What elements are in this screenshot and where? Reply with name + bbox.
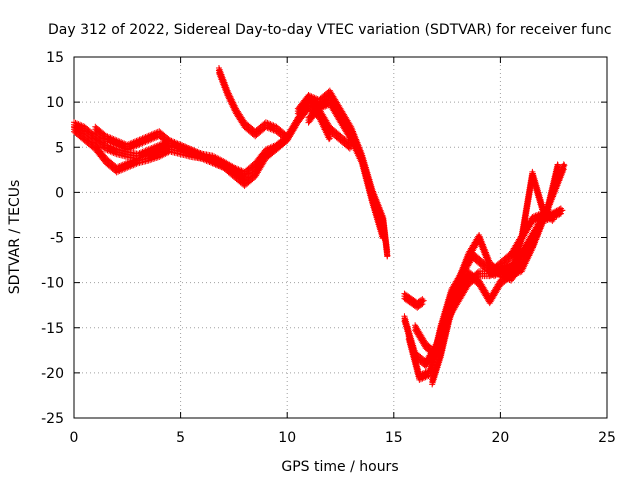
x-tick-label: 20 (491, 430, 509, 446)
y-tick-label: 0 (55, 185, 64, 201)
y-tick-label: -5 (50, 231, 64, 247)
x-tick-label: 25 (598, 430, 616, 446)
y-tick-label: 15 (46, 50, 64, 66)
y-axis-label: SDTVAR / TECUs (7, 180, 23, 295)
series-track-7 (401, 290, 427, 311)
series-track-11 (429, 168, 557, 388)
data-point (282, 136, 289, 143)
series-track-10 (412, 161, 568, 361)
x-tick-label: 5 (176, 430, 185, 446)
y-tick-label: -15 (41, 321, 64, 337)
data-point (326, 135, 333, 142)
y-tick-label: -25 (41, 411, 64, 427)
grid (74, 57, 607, 418)
y-tick-label: 10 (46, 95, 64, 111)
series-track-3 (92, 92, 355, 180)
chart-title: Day 312 of 2022, Sidereal Day-to-day VTE… (48, 22, 612, 38)
data-point (346, 145, 353, 152)
x-tick-label: 10 (278, 430, 296, 446)
tick-marks (73, 56, 608, 419)
x-axis-label: GPS time / hours (281, 459, 398, 475)
series-track-4 (215, 65, 291, 143)
x-tick-labels: 0 5 10 15 20 25 (70, 430, 616, 446)
y-tick-label: 5 (55, 140, 64, 156)
data-point (326, 136, 333, 143)
y-tick-labels: -25 -20 -15 -10 -5 0 5 10 15 (41, 50, 64, 427)
y-tick-label: -10 (41, 276, 64, 292)
data-point (284, 135, 291, 142)
y-tick-label: -20 (41, 366, 64, 382)
data-marks (71, 65, 568, 388)
x-tick-label: 0 (70, 430, 79, 446)
x-tick-label: 15 (385, 430, 403, 446)
